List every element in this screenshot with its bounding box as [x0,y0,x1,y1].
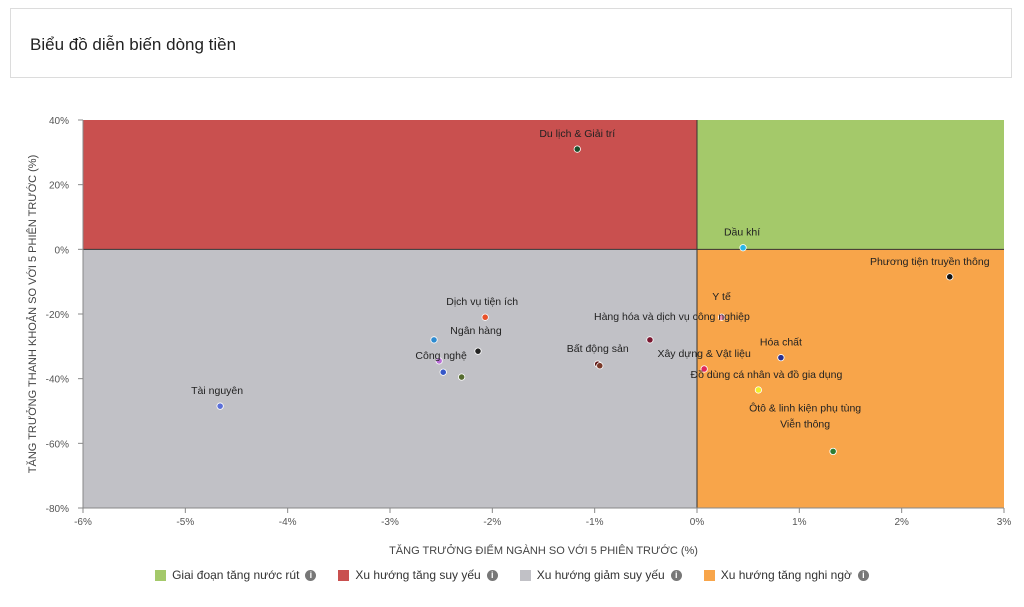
legend-item[interactable]: Xu hướng tăng nghi ngờ i [703,565,869,585]
y-axis-label: TĂNG TRƯỞNG THANH KHOẢN SO VỚI 5 PHIÊN T… [26,155,39,473]
data-point [829,447,837,456]
legend-item[interactable]: Xu hướng tăng suy yếu i [338,565,498,585]
legend-label: Xu hướng giảm suy yếu [536,568,665,582]
page-title: Biểu đồ diễn biến dòng tiền [30,35,237,54]
legend-label: Giai đoạn tăng nước rút [172,568,300,582]
data-point-label: Công nghệ [415,350,467,362]
y-tick-label: -60% [46,439,69,450]
data-point [777,354,785,362]
legend-swatch [703,569,715,581]
data-point-label: Du lịch & Giải trí [539,128,615,140]
x-tick-label: 0% [690,517,705,528]
x-axis-label: TĂNG TRƯỞNG ĐIỂM NGÀNH SO VỚI 5 PHIÊN TR… [389,544,698,557]
data-point [216,402,224,410]
data-point [717,313,726,321]
info-icon[interactable]: i [305,569,317,581]
info-icon[interactable]: i [670,569,682,581]
data-point-label: Hóa chất [760,337,802,349]
data-point-label: Dầu khí [724,227,760,239]
data-point [474,347,482,355]
y-tick-label: -20% [46,310,69,321]
data-point-label: Phương tiện truyền thông [870,256,990,268]
data-point-label: Tài nguyên [191,385,243,397]
data-point [439,368,447,376]
data-point-label: Hàng hóa và dịch vụ công nghiệp [594,311,750,323]
y-tick-label: -80% [46,504,69,515]
legend-label: Xu hướng tăng nghi ngờ [720,568,852,582]
y-tick-label: 0% [55,245,70,256]
data-point [754,386,763,394]
data-point [573,145,581,153]
x-tick-label: -1% [586,517,604,528]
data-point [739,244,747,252]
quadrant-top-left [83,120,697,250]
chart-legend: Giai đoạn tăng nước rút i Xu hướng tăng su… [0,565,1024,585]
data-point-label: Ngân hàng [450,325,502,337]
data-point-label: Đồ dùng cá nhân và đồ gia dụng [691,369,843,381]
x-tick-label: 1% [792,517,807,528]
data-point-label: Dịch vụ tiện ích [446,296,518,308]
y-tick-label: -40% [46,375,69,386]
y-tick-label: 20% [49,181,69,192]
data-point [430,336,438,344]
data-point [946,273,954,281]
quadrant-top-right [697,120,1004,250]
legend-label: Xu hướng tăng suy yếu [355,568,481,582]
data-point [481,313,489,321]
legend-swatch [338,569,350,581]
legend-item[interactable]: Xu hướng giảm suy yếu i [519,565,682,585]
legend-swatch [519,569,531,581]
data-point-label: Ôtô & linh kiện phụ tùng [749,401,861,414]
data-point [596,362,604,370]
info-icon[interactable]: i [857,569,869,581]
data-point-label: Xây dựng & Vật liệu [657,348,751,360]
x-tick-label: -2% [483,517,501,528]
data-point-label: Bất động sản [567,343,629,355]
x-tick-label: -4% [279,517,297,528]
x-tick-label: -5% [176,517,194,528]
legend-item[interactable]: Giai đoạn tăng nước rút i [155,565,317,585]
quadrant-bottom-right [697,249,1004,509]
data-point [458,373,466,381]
legend-swatch [155,569,167,581]
y-tick-label: 40% [49,116,69,127]
x-tick-label: 2% [894,517,909,528]
x-tick-label: -3% [381,517,399,528]
info-icon[interactable]: i [486,569,498,581]
x-tick-label: -6% [74,517,92,528]
data-point-label: Y tế [712,291,731,303]
data-point [435,357,443,365]
title-card: Biểu đồ diễn biến dòng tiền [10,8,1012,78]
x-tick-label: 3% [997,517,1012,528]
data-point-label: Viễn thông [780,417,830,430]
data-point [646,336,654,344]
quadrant-bottom-left [83,249,697,509]
data-point [700,365,708,373]
